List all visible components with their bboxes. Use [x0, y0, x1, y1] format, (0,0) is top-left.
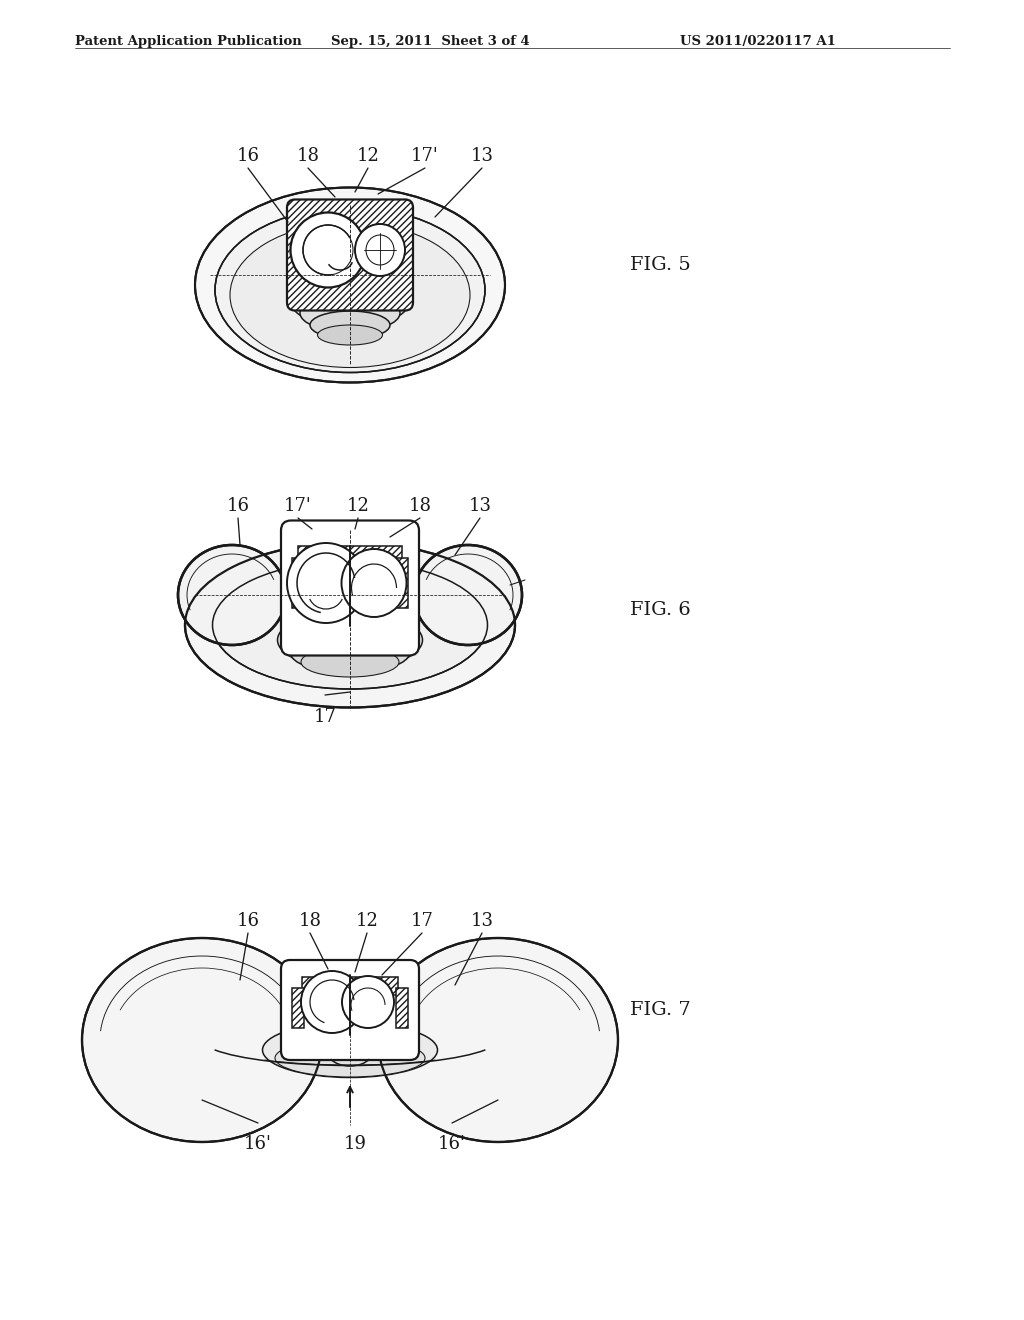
Text: 12: 12	[356, 147, 380, 165]
Bar	[292, 987, 304, 1028]
Text: 16: 16	[226, 498, 250, 515]
Ellipse shape	[290, 631, 410, 673]
Text: 18: 18	[409, 498, 431, 515]
Text: Sep. 15, 2011  Sheet 3 of 4: Sep. 15, 2011 Sheet 3 of 4	[331, 36, 529, 48]
Ellipse shape	[310, 312, 390, 339]
Ellipse shape	[178, 545, 286, 645]
Text: 17': 17'	[284, 498, 312, 515]
Ellipse shape	[300, 294, 400, 333]
Ellipse shape	[301, 972, 362, 1034]
Ellipse shape	[185, 543, 515, 708]
Text: 16': 16'	[244, 1135, 272, 1152]
Text: FIG. 5: FIG. 5	[630, 256, 691, 275]
Ellipse shape	[355, 224, 406, 276]
Text: 19: 19	[343, 1135, 367, 1152]
Text: 18: 18	[297, 147, 319, 165]
Ellipse shape	[414, 545, 522, 645]
Text: FIG. 7: FIG. 7	[630, 1001, 691, 1019]
Ellipse shape	[301, 647, 399, 677]
Text: 13: 13	[470, 147, 494, 165]
Text: 13: 13	[469, 498, 492, 515]
Ellipse shape	[378, 939, 618, 1142]
Text: 17: 17	[313, 708, 337, 726]
Text: 13: 13	[470, 912, 494, 931]
Text: 16': 16'	[438, 1135, 466, 1152]
Ellipse shape	[275, 1039, 425, 1077]
Bar	[292, 558, 306, 609]
Ellipse shape	[213, 561, 487, 689]
Ellipse shape	[215, 207, 485, 372]
Text: 17: 17	[411, 912, 433, 931]
FancyBboxPatch shape	[287, 199, 413, 310]
Ellipse shape	[82, 939, 322, 1142]
Ellipse shape	[341, 549, 407, 616]
Text: US 2011/0220117 A1: US 2011/0220117 A1	[680, 36, 836, 48]
Text: 17': 17'	[411, 147, 439, 165]
Text: 12: 12	[355, 912, 379, 931]
Bar	[394, 558, 408, 609]
Bar	[302, 977, 398, 995]
FancyBboxPatch shape	[281, 960, 419, 1060]
Ellipse shape	[262, 1023, 437, 1077]
Bar	[298, 546, 402, 566]
FancyBboxPatch shape	[281, 520, 419, 656]
Text: 16: 16	[237, 147, 259, 165]
Ellipse shape	[195, 187, 505, 383]
Ellipse shape	[342, 975, 394, 1028]
Ellipse shape	[287, 543, 365, 623]
Ellipse shape	[230, 223, 470, 367]
Text: Patent Application Publication: Patent Application Publication	[75, 36, 302, 48]
Ellipse shape	[278, 611, 423, 669]
Text: 16: 16	[237, 912, 259, 931]
Bar	[396, 987, 408, 1028]
Text: FIG. 6: FIG. 6	[630, 601, 691, 619]
Ellipse shape	[317, 325, 383, 345]
Text: 18: 18	[299, 912, 322, 931]
Text: 12: 12	[346, 498, 370, 515]
Ellipse shape	[290, 272, 410, 327]
Ellipse shape	[291, 213, 366, 288]
